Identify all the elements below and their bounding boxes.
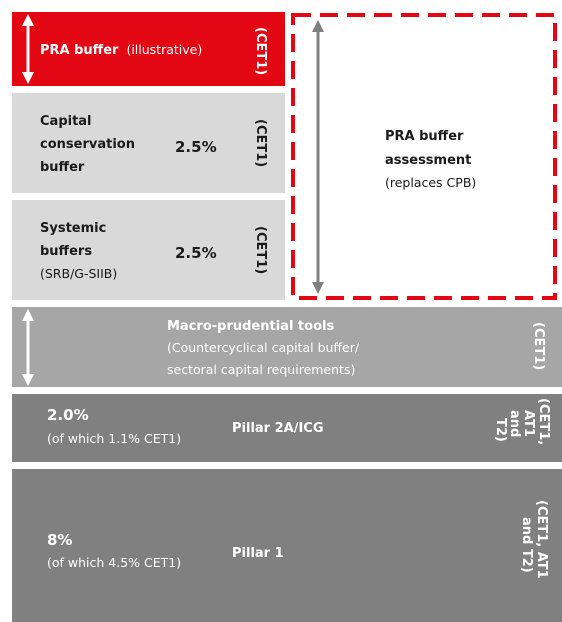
assessment-box [291,13,557,300]
ccb-block [12,93,285,193]
note: (SRB/G-SIIB) [40,266,117,281]
label: PRA buffer (illustrative) [40,42,202,58]
tier: and [507,410,522,437]
note: (Countercyclical capital buffer/ [167,340,360,355]
pillar1-block [12,469,562,622]
label: Macro-prudential tools [167,319,334,334]
note: (of which 4.5% CET1) [47,555,181,570]
label: Capital [40,114,92,129]
tier: (CET1) [253,27,268,75]
label: Pillar 2A/ICG [232,421,324,436]
rate: 2.0% [47,406,89,424]
tier: (CET1) [253,119,268,167]
label: assessment [385,153,471,168]
note: (replaces CPB) [385,175,476,190]
label: Systemic [40,221,106,236]
tier: T2) [493,418,508,442]
pra-buffer-block [12,12,285,86]
tier: AT1 [521,410,536,437]
tier: and T2) [519,517,534,573]
tier: (CET1, AT1 [534,500,549,579]
macro-block [12,307,562,387]
tier: (CET1, [536,398,551,445]
label: PRA buffer [385,129,464,144]
note: sectoral capital requirements) [167,362,355,377]
tier: (CET1) [253,226,268,274]
rate: 8% [47,531,72,549]
tier: (CET1) [531,322,546,370]
label: Pillar 1 [232,546,284,561]
note: (of which 1.1% CET1) [47,431,181,446]
pillar2a-block [12,394,562,462]
systemic-block [12,200,285,300]
label: buffers [40,244,92,259]
rate: 2.5% [175,138,217,156]
rate: 2.5% [175,244,217,262]
label: conservation [40,137,135,152]
label: buffer [40,160,85,175]
